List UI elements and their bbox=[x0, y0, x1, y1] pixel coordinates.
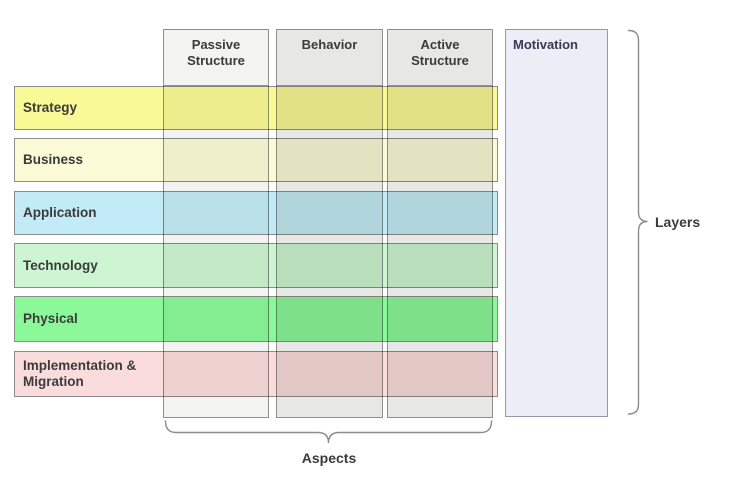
motivation-column: Motivation bbox=[505, 29, 608, 417]
aspects-brace bbox=[164, 420, 493, 444]
layer-row-label: Physical bbox=[23, 311, 78, 326]
layer-row-label: Technology bbox=[23, 257, 98, 273]
layers-bracket bbox=[627, 29, 648, 415]
layer-row-label: Application bbox=[23, 205, 97, 220]
aspect-column-header: Passive Structure bbox=[164, 30, 268, 86]
aspect-column-passive-structure: Passive Structure bbox=[163, 29, 269, 418]
aspects-label: Aspects bbox=[301, 450, 357, 466]
aspect-column-behavior: Behavior bbox=[276, 29, 383, 418]
aspect-column-active-structure: Active Structure bbox=[387, 29, 493, 418]
motivation-column-header: Motivation bbox=[513, 37, 578, 52]
aspect-column-header: Behavior bbox=[277, 30, 382, 86]
aspect-column-header: Active Structure bbox=[388, 30, 492, 86]
layers-label: Layers bbox=[655, 214, 701, 230]
layer-row-label: Implementation & Migration bbox=[23, 358, 137, 389]
layer-row-label: Business bbox=[23, 152, 84, 167]
layer-row-label: Strategy bbox=[23, 100, 78, 115]
